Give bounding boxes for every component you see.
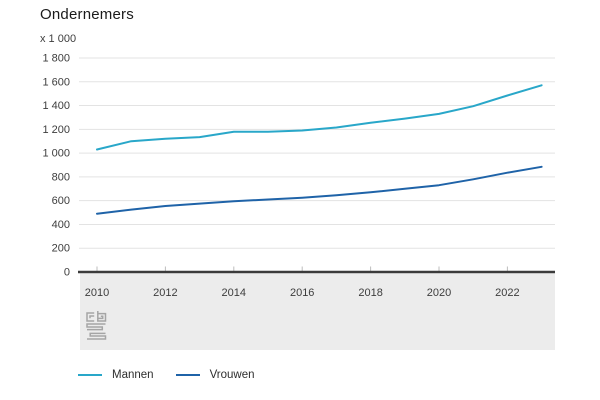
y-axis-unit-label: x 1 000: [40, 33, 77, 45]
y-tick-label: 800: [52, 171, 70, 183]
y-tick-label: 1 800: [42, 53, 70, 65]
x-tick-label: 2010: [85, 287, 109, 299]
x-tick-label: 2022: [495, 287, 519, 299]
plot-footer-band: [80, 273, 555, 350]
vrouwen-line-swatch-icon: [175, 374, 200, 376]
y-tick-label: 0: [64, 267, 70, 279]
x-tick-label: 2016: [290, 287, 314, 299]
y-tick-label: 600: [52, 195, 70, 207]
x-tick-label: 2014: [222, 287, 246, 299]
y-tick-label: 400: [52, 219, 70, 231]
chart-title: Ondernemers: [40, 6, 134, 23]
cbs-logo-icon: [86, 311, 107, 340]
series-line-mannen: [96, 84, 543, 151]
x-tick-label: 2018: [358, 287, 382, 299]
mannen-line-swatch-icon: [78, 374, 102, 376]
legend-item-vrouwen[interactable]: Vrouwen: [175, 369, 255, 381]
legend-label-vrouwen: Vrouwen: [209, 369, 255, 381]
series-line-vrouwen: [96, 165, 543, 215]
legend-label-mannen: Mannen: [112, 369, 154, 381]
y-tick-label: 200: [52, 243, 70, 255]
x-tick-label: 2020: [427, 287, 451, 299]
y-tick-label: 1 600: [42, 76, 70, 88]
y-tick-label: 1 000: [42, 148, 70, 160]
chart-legend: Mannen Vrouwen: [78, 369, 255, 381]
y-tick-label: 1 200: [42, 124, 70, 136]
x-tick-label: 2012: [153, 287, 177, 299]
legend-item-mannen[interactable]: Mannen: [78, 369, 154, 381]
y-tick-label: 1 400: [42, 100, 70, 112]
